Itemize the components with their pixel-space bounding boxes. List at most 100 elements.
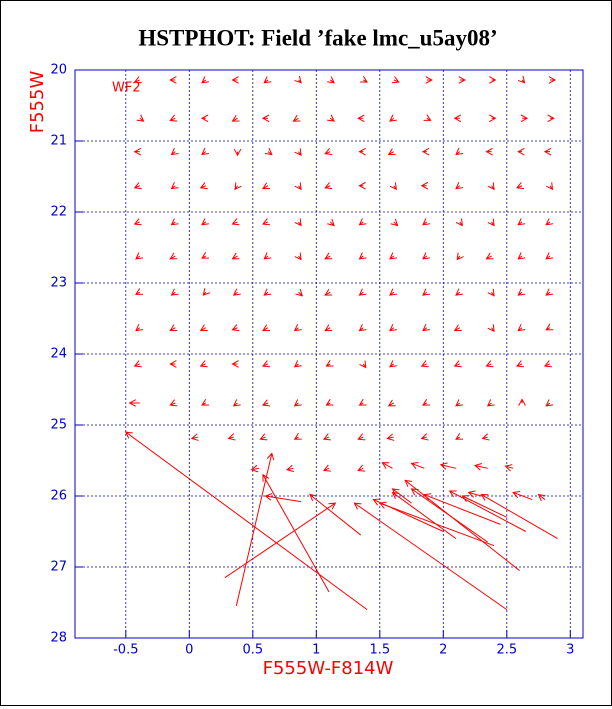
arrow — [324, 288, 333, 296]
arrow — [201, 147, 210, 156]
arrow — [488, 114, 497, 123]
arrow — [420, 360, 429, 368]
arrow — [233, 148, 242, 157]
arrow — [545, 182, 554, 191]
arrow — [294, 75, 302, 84]
arrow — [453, 360, 462, 368]
arrow — [467, 490, 482, 498]
arrow — [136, 114, 145, 122]
arrow — [170, 288, 179, 296]
arrow — [359, 360, 367, 369]
arrow — [453, 114, 462, 123]
arrow — [358, 323, 367, 332]
arrow — [512, 490, 533, 501]
arrow — [294, 252, 302, 261]
arrow — [309, 493, 362, 536]
y-tick-label: 25 — [50, 418, 67, 433]
annotation: WF2 — [112, 81, 141, 96]
arrow — [325, 398, 334, 406]
arrow — [286, 464, 294, 473]
arrow — [293, 360, 302, 368]
arrow — [545, 218, 554, 226]
arrow — [263, 76, 272, 84]
x-tick-label: 2 — [439, 643, 447, 658]
x-tick-label: 0.5 — [242, 643, 263, 658]
arrow — [389, 360, 397, 368]
arrow — [455, 433, 464, 440]
arrow — [325, 359, 334, 367]
x-tick-label: 1 — [312, 643, 320, 658]
x-tick-label: 3 — [566, 643, 574, 658]
arrow — [389, 114, 397, 122]
arrow — [293, 433, 302, 440]
arrow — [378, 501, 495, 547]
arrow — [543, 147, 552, 156]
arrow — [410, 461, 425, 470]
y-tick-label: 23 — [50, 276, 67, 291]
arrow — [170, 181, 179, 190]
arrow — [515, 360, 524, 368]
arrow — [294, 182, 302, 191]
arrow — [262, 324, 270, 332]
arrow — [133, 76, 142, 84]
arrow — [425, 76, 433, 84]
arrow — [262, 182, 270, 190]
arrow — [263, 288, 272, 296]
arrow — [455, 218, 463, 227]
x-tick-label: 0 — [185, 643, 193, 658]
arrow — [261, 399, 270, 407]
arrow — [422, 398, 430, 406]
arrow — [169, 114, 178, 122]
arrow — [422, 218, 430, 226]
arrow — [199, 182, 208, 190]
arrow — [448, 490, 527, 532]
arrow — [135, 323, 143, 332]
arrow — [169, 324, 178, 332]
arrow — [547, 114, 555, 123]
arrow — [322, 433, 331, 441]
arrow — [504, 464, 514, 472]
arrow — [423, 114, 432, 121]
arrow — [458, 76, 466, 84]
arrow — [353, 502, 508, 611]
arrow — [169, 252, 178, 260]
arrow — [391, 491, 457, 540]
arrow — [231, 218, 240, 226]
arrow — [133, 182, 142, 190]
x-axis-label: F555W-F814W — [263, 658, 394, 679]
arrow — [295, 288, 304, 297]
arrow — [357, 433, 366, 441]
y-axis-label: F555W — [27, 71, 48, 134]
arrow — [262, 473, 330, 593]
arrow — [422, 252, 430, 260]
arrow — [293, 323, 302, 332]
arrow — [264, 493, 302, 503]
arrow — [389, 323, 397, 332]
arrow — [404, 479, 520, 571]
arrow — [517, 218, 526, 226]
arrow — [231, 252, 240, 260]
arrow — [324, 147, 333, 155]
y-tick-label: 28 — [50, 631, 67, 646]
arrow — [133, 218, 142, 226]
arrow — [423, 493, 501, 525]
arrow — [294, 148, 302, 157]
chart-title: HSTPHOT: Field ’fake lmc_u5ay08’ — [138, 25, 497, 50]
arrow — [481, 433, 490, 441]
arrow — [199, 324, 208, 332]
arrow — [135, 288, 143, 295]
arrow — [487, 324, 495, 333]
arrow — [485, 252, 494, 260]
y-tick-label: 27 — [50, 560, 67, 575]
arrow — [455, 399, 464, 407]
arrow — [327, 218, 335, 227]
arrow — [169, 360, 177, 368]
arrow — [358, 288, 367, 296]
arrow — [515, 182, 524, 190]
arrow — [486, 399, 495, 407]
x-tick-label: 1.5 — [369, 643, 390, 658]
arrow — [235, 452, 275, 607]
arrow — [294, 218, 302, 227]
arrow — [231, 76, 239, 84]
